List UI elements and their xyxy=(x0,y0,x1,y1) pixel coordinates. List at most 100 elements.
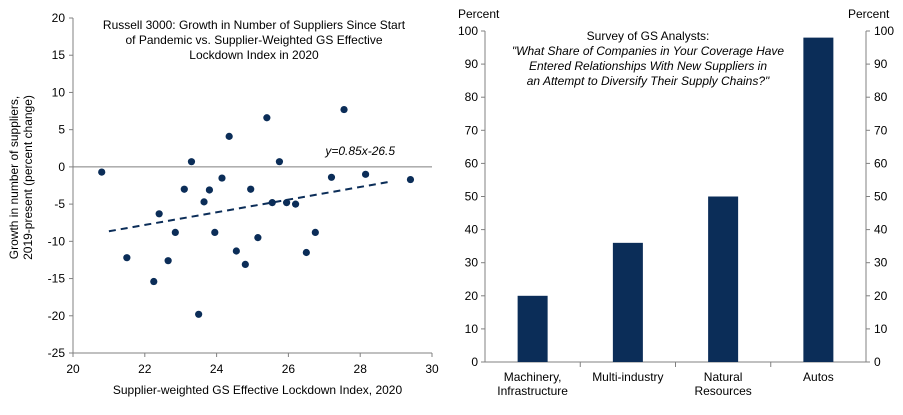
bar-left-tick-label: 80 xyxy=(465,90,479,104)
bar-0 xyxy=(517,295,548,362)
scatter-point xyxy=(254,234,262,242)
scatter-y-axis-label: Growth in number of suppliers, 2019-prese… xyxy=(7,95,35,260)
bar-3 xyxy=(803,37,834,363)
bar-title-line: Survey of GS Analysts: xyxy=(587,29,710,43)
bar-right-tick-label: 30 xyxy=(874,256,888,270)
bar-title-line: "What Share of Companies in Your Coverag… xyxy=(512,44,785,58)
scatter-x-tick-label: 22 xyxy=(138,362,152,376)
scatter-y-tick-label: -10 xyxy=(48,234,66,248)
scatter-title-line: Lockdown Index in 2020 xyxy=(189,48,319,62)
bar-2 xyxy=(708,196,739,362)
bar-title-line: an Attempt to Diversify Their Supply Cha… xyxy=(527,74,770,88)
scatter-point xyxy=(98,168,106,176)
scatter-y-tick-label: -15 xyxy=(48,272,66,286)
bar-left-tick-label: 50 xyxy=(465,190,479,204)
scatter-point xyxy=(205,186,214,194)
bar-left-tick-label: 20 xyxy=(465,289,479,303)
bar-right-tick-label: 90 xyxy=(874,57,888,71)
scatter-x-tick-label: 24 xyxy=(210,362,224,376)
bar-right-tick-label: 10 xyxy=(874,322,888,336)
bar-left-tick-label: 70 xyxy=(465,123,479,137)
bar-left-tick-label: 90 xyxy=(465,57,479,71)
scatter-point xyxy=(225,132,233,140)
bar-title-line: Entered Relationships With New Suppliers… xyxy=(529,59,767,73)
scatter-x-tick-label: 30 xyxy=(425,362,439,376)
bar-category-label: Autos xyxy=(803,370,834,384)
bar-category-label: Multi-industry xyxy=(592,370,663,384)
scatter-point xyxy=(268,199,276,207)
scatter-point xyxy=(123,254,131,262)
scatter-point xyxy=(200,198,208,206)
bar-title: Survey of GS Analysts:"What Share of Com… xyxy=(512,29,785,88)
scatter-title: Russell 3000: Growth in Number of Suppli… xyxy=(103,18,406,62)
scatter-point xyxy=(361,170,370,178)
bar-left-tick-label: 100 xyxy=(458,24,478,38)
bar-right-tick-label: 0 xyxy=(874,355,881,369)
scatter-point xyxy=(247,185,255,193)
bar-right-tick-label: 100 xyxy=(874,24,894,38)
scatter-point xyxy=(283,199,291,207)
bar-category-label: Machinery, xyxy=(504,370,562,384)
scatter-y-tick-label: -5 xyxy=(54,197,65,211)
bar-left-tick-label: 0 xyxy=(471,355,478,369)
scatter-point xyxy=(187,158,196,166)
scatter-point xyxy=(263,114,271,122)
scatter-point xyxy=(275,158,284,166)
scatter-y-axis-label-line: 2019-present (percent change) xyxy=(21,95,35,260)
bar-1 xyxy=(612,242,643,362)
bar-category-label: Infrastructure xyxy=(497,384,568,398)
scatter-points xyxy=(98,105,415,318)
bar-right-axis-title: Percent xyxy=(848,7,890,21)
trendline-equation: y=0.85x-26.5 xyxy=(324,144,395,158)
scatter-point xyxy=(195,310,203,318)
bar-category-labels: Machinery,Infrastructure Multi-industry Na… xyxy=(497,370,833,398)
scatter-point xyxy=(150,277,158,286)
bar-left-tick-label: 30 xyxy=(465,256,479,270)
scatter-x-tick-label: 28 xyxy=(354,362,368,376)
scatter-x-axis-label: Supplier-weighted GS Effective Lockdown … xyxy=(113,383,403,397)
bar-right-tick-label: 60 xyxy=(874,156,888,170)
scatter-point xyxy=(302,248,310,257)
scatter-point xyxy=(406,175,415,184)
bar-category-label: Natural xyxy=(704,370,743,384)
bar-right-tick-label: 20 xyxy=(874,289,888,303)
scatter-axes xyxy=(69,17,433,357)
scatter-point xyxy=(155,210,163,218)
scatter-x-tick-labels: 20 22 24 26 28 30 xyxy=(66,362,439,376)
bar-series xyxy=(517,37,834,363)
scatter-point xyxy=(211,228,219,236)
bar-left-tick-label: 40 xyxy=(465,223,479,237)
scatter-point xyxy=(218,174,226,182)
bar-right-tick-label: 40 xyxy=(874,223,888,237)
scatter-title-line: Russell 3000: Growth in Number of Suppli… xyxy=(103,18,406,32)
scatter-y-tick-label: 10 xyxy=(52,85,66,99)
scatter-point xyxy=(171,228,179,236)
scatter-point xyxy=(241,260,249,269)
scatter-y-tick-labels: 20 15 10 5 0 -5 -10 -15 -20 -25 xyxy=(48,11,66,360)
scatter-y-axis-label-line: Growth in number of suppliers, xyxy=(7,96,21,259)
scatter-y-tick-label: -20 xyxy=(48,309,66,323)
scatter-x-tick-label: 20 xyxy=(66,362,80,376)
bar-axes xyxy=(481,30,870,367)
scatter-point xyxy=(291,200,300,208)
scatter-point xyxy=(180,185,188,193)
bar-left-tick-label: 60 xyxy=(465,156,479,170)
bar-right-tick-label: 80 xyxy=(874,90,888,104)
scatter-y-tick-label: 0 xyxy=(58,160,65,174)
bar-left-axis-title: Percent xyxy=(458,7,500,21)
bar-right-tick-label: 50 xyxy=(874,190,888,204)
scatter-y-tick-label: 20 xyxy=(52,11,66,25)
scatter-point xyxy=(232,247,240,255)
bar-left-tick-label: 10 xyxy=(465,322,479,336)
scatter-y-tick-label: 5 xyxy=(58,123,65,137)
scatter-x-tick-label: 26 xyxy=(282,362,296,376)
bar-category-label: Resources xyxy=(694,384,751,398)
scatter-point xyxy=(327,173,336,181)
scatter-point xyxy=(340,105,348,114)
scatter-point xyxy=(164,257,172,265)
scatter-title-line: of Pandemic vs. Supplier-Weighted GS Eff… xyxy=(125,33,382,47)
bar-right-tick-label: 70 xyxy=(874,123,888,137)
